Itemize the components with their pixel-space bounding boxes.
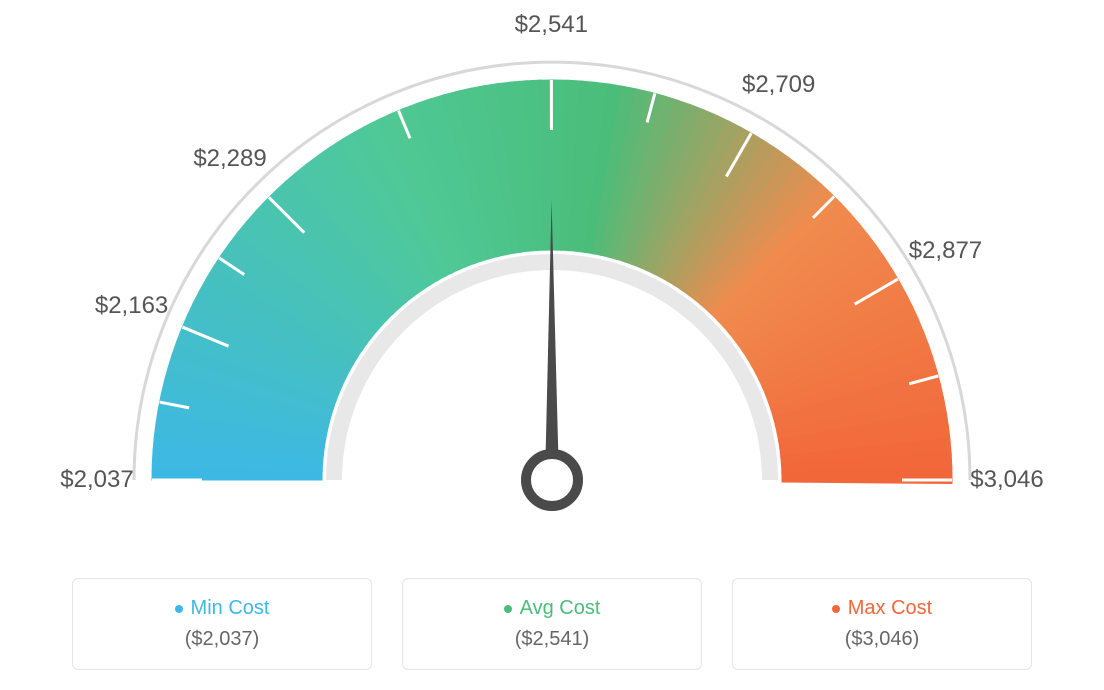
legend-value-max: ($3,046)	[743, 628, 1021, 651]
legend-title-avg: Avg Cost	[504, 597, 601, 620]
legend-card-max: Max Cost ($3,046)	[732, 578, 1032, 670]
gauge-tick-label: $2,541	[515, 11, 588, 39]
legend-value-avg: ($2,541)	[413, 628, 691, 651]
legend-row: Min Cost ($2,037) Avg Cost ($2,541) Max …	[0, 578, 1104, 670]
gauge-chart: $2,037 $2,163 $2,289 $2,541 $2,709 $2,877 $3,0…	[0, 0, 1104, 560]
legend-title-min: Min Cost	[175, 597, 270, 620]
legend-label-max: Max Cost	[848, 597, 932, 620]
legend-card-avg: Avg Cost ($2,541)	[402, 578, 702, 670]
gauge-svg	[0, 0, 1104, 560]
gauge-tick-label: $2,163	[95, 292, 168, 320]
gauge-tick-label: $3,046	[970, 466, 1043, 494]
gauge-tick-label: $2,709	[742, 71, 815, 99]
gauge-tick-label: $2,289	[193, 145, 266, 173]
legend-label-avg: Avg Cost	[520, 597, 601, 620]
legend-dot-min	[175, 605, 183, 613]
legend-dot-max	[832, 605, 840, 613]
legend-title-max: Max Cost	[832, 597, 932, 620]
legend-label-min: Min Cost	[191, 597, 270, 620]
gauge-tick-label: $2,877	[909, 237, 982, 265]
gauge-tick-label: $2,037	[60, 466, 133, 494]
legend-dot-avg	[504, 605, 512, 613]
legend-card-min: Min Cost ($2,037)	[72, 578, 372, 670]
legend-value-min: ($2,037)	[83, 628, 361, 651]
